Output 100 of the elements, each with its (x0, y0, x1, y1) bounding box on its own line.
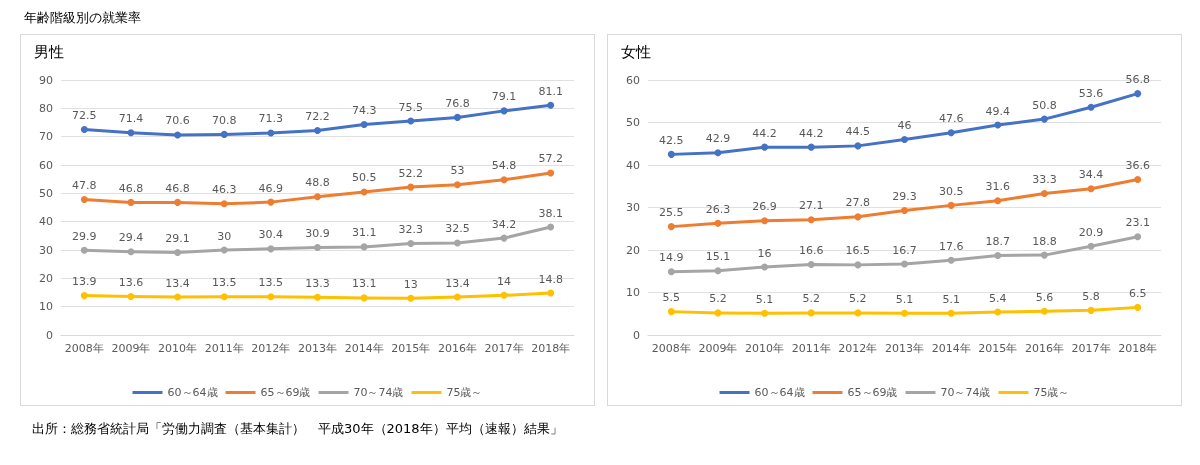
point (854, 309, 862, 317)
x-tick-label: 2011年 (204, 342, 244, 355)
data-label: 46 (897, 119, 912, 132)
point (360, 294, 368, 302)
data-label: 81.1 (538, 84, 563, 98)
data-label: 29.3 (892, 189, 917, 203)
x-tick-label: 2008年 (64, 342, 104, 355)
point (407, 294, 415, 302)
data-label: 13.1 (351, 277, 377, 291)
data-label: 32.3 (398, 222, 424, 236)
point (714, 149, 722, 157)
data-label: 29.4 (118, 231, 144, 245)
data-label: 53.6 (1078, 86, 1104, 100)
point (360, 120, 368, 128)
point (267, 293, 275, 301)
data-label: 13.4 (445, 276, 470, 290)
data-label: 42.9 (705, 132, 731, 146)
point (1087, 103, 1095, 111)
data-label: 27.8 (845, 196, 871, 210)
data-label: 70.6 (165, 114, 190, 128)
point (407, 239, 415, 247)
data-label: 6.5 (1128, 286, 1147, 300)
point (547, 101, 555, 109)
point (1087, 242, 1095, 250)
data-label: 30.9 (305, 226, 330, 240)
data-label: 18.7 (985, 235, 1011, 249)
point (547, 223, 555, 231)
point (127, 292, 135, 300)
x-tick-label: 2009年 (111, 342, 151, 355)
data-label: 48.8 (305, 176, 330, 190)
data-label: 71.4 (118, 112, 144, 126)
data-label: 33.3 (1032, 172, 1057, 186)
data-label: 74.3 (351, 103, 377, 117)
y-tick-label: 20 (39, 271, 53, 285)
point (807, 260, 815, 268)
point (901, 136, 908, 143)
data-label: 30.4 (258, 228, 284, 242)
y-tick-label: 50 (626, 116, 640, 129)
point (453, 113, 461, 121)
data-label: 13.9 (72, 275, 97, 289)
point (360, 243, 368, 251)
text: 出所：総務省統計局「労働力調査（基本集計） 平成30年（2018年）平均（速報）結果」 (31, 420, 564, 438)
data-label: 30 (217, 229, 232, 243)
chart-title: 女性 (621, 42, 651, 61)
data-label: 70.8 (211, 113, 237, 127)
y-tick-label: 30 (39, 243, 53, 257)
point (174, 249, 182, 257)
data-label: 25.5 (659, 206, 684, 220)
point (314, 126, 321, 134)
data-label: 71.3 (258, 112, 284, 126)
x-tick-label: 2010年 (158, 342, 198, 355)
point (127, 129, 135, 137)
point (127, 248, 135, 256)
data-label: 31.1 (351, 226, 377, 240)
data-label: 26.3 (705, 202, 731, 216)
point (267, 198, 275, 206)
point (80, 246, 88, 254)
point (994, 197, 1002, 205)
x-tick-label: 2014年 (344, 342, 384, 355)
data-label: 34.4 (1078, 168, 1104, 182)
data-label: 44.5 (845, 125, 871, 139)
data-label: 79.1 (491, 90, 517, 104)
point (1040, 307, 1048, 315)
point (761, 309, 769, 317)
y-tick-label: 70 (39, 130, 53, 144)
y-tick-label: 40 (39, 215, 53, 229)
data-label: 44.2 (752, 126, 777, 140)
y-tick-label: 60 (39, 158, 53, 172)
legend-label: 70～74歳 (353, 386, 404, 399)
x-tick-label: 2018年 (531, 342, 571, 355)
data-label: 17.6 (938, 239, 964, 253)
point (174, 293, 182, 301)
data-label: 23.1 (1125, 216, 1150, 230)
data-label: 13 (403, 277, 418, 291)
x-tick-label: 2017年 (484, 342, 524, 355)
point (1134, 90, 1142, 98)
point (667, 150, 675, 158)
x-tick-label: 2013年 (298, 342, 337, 355)
data-label: 42.5 (659, 133, 684, 147)
data-label: 13.5 (258, 276, 284, 290)
data-label: 16.5 (845, 244, 871, 258)
y-tick-label: 0 (633, 328, 640, 342)
x-tick-label: 2016年 (437, 342, 477, 355)
y-tick-label: 80 (39, 101, 53, 115)
data-label: 47.6 (938, 112, 964, 126)
data-label: 72.5 (72, 109, 97, 123)
point (453, 293, 461, 301)
data-label: 5.2 (849, 292, 867, 306)
data-label: 13.5 (211, 276, 237, 290)
point (854, 261, 862, 269)
data-label: 14.9 (659, 251, 684, 265)
point (80, 196, 88, 204)
x-tick-label: 2013年 (885, 342, 924, 355)
data-label: 5.2 (802, 292, 820, 306)
data-label: 13.6 (118, 275, 144, 289)
x-tick-label: 2008年 (651, 342, 691, 355)
data-label: 29.9 (72, 229, 97, 243)
point (547, 169, 555, 177)
point (807, 143, 815, 151)
point (994, 308, 1002, 316)
